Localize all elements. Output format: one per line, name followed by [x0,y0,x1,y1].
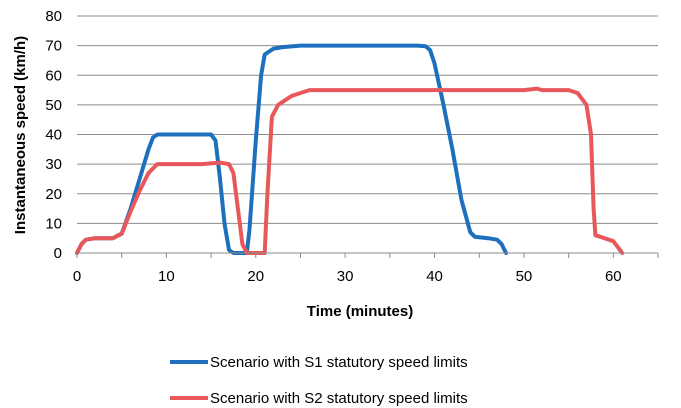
x-axis-label: Time (minutes) [307,303,413,320]
x-tick-label: 30 [337,268,354,285]
x-tick-label: 20 [247,268,264,285]
x-tick-label: 40 [426,268,443,285]
x-tick-label: 60 [605,268,622,285]
y-axis-label: Instantaneous speed (km/h) [12,36,29,234]
y-tick-label: 70 [45,38,62,55]
legend-label-s2: Scenario with S2 statutory speed limits [210,390,468,407]
series-layer [75,43,625,255]
series-line-s2 [75,86,625,255]
y-tick-label: 40 [45,127,62,144]
y-tick-label: 80 [45,8,62,25]
y-tick-label: 50 [45,97,62,114]
y-tick-label: 30 [45,156,62,173]
y-tick-label: 0 [54,245,62,262]
legend: Scenario with S1 statutory speed limits … [170,354,468,407]
x-tick-label: 0 [73,268,81,285]
series-line-s1 [75,43,508,255]
legend-item-s2: Scenario with S2 statutory speed limits [170,390,468,407]
y-tick-label: 60 [45,67,62,84]
axes [76,252,659,258]
y-tick-label: 10 [45,215,62,232]
legend-label-s1: Scenario with S1 statutory speed limits [210,354,468,371]
legend-item-s1: Scenario with S1 statutory speed limits [170,354,468,371]
x-tick-label: 10 [158,268,175,285]
tick-labels: 0 10 20 30 40 50 60 70 80 0 10 20 30 40 50 60 [45,8,621,285]
y-tick-label: 20 [45,186,62,203]
x-tick-label: 50 [516,268,533,285]
